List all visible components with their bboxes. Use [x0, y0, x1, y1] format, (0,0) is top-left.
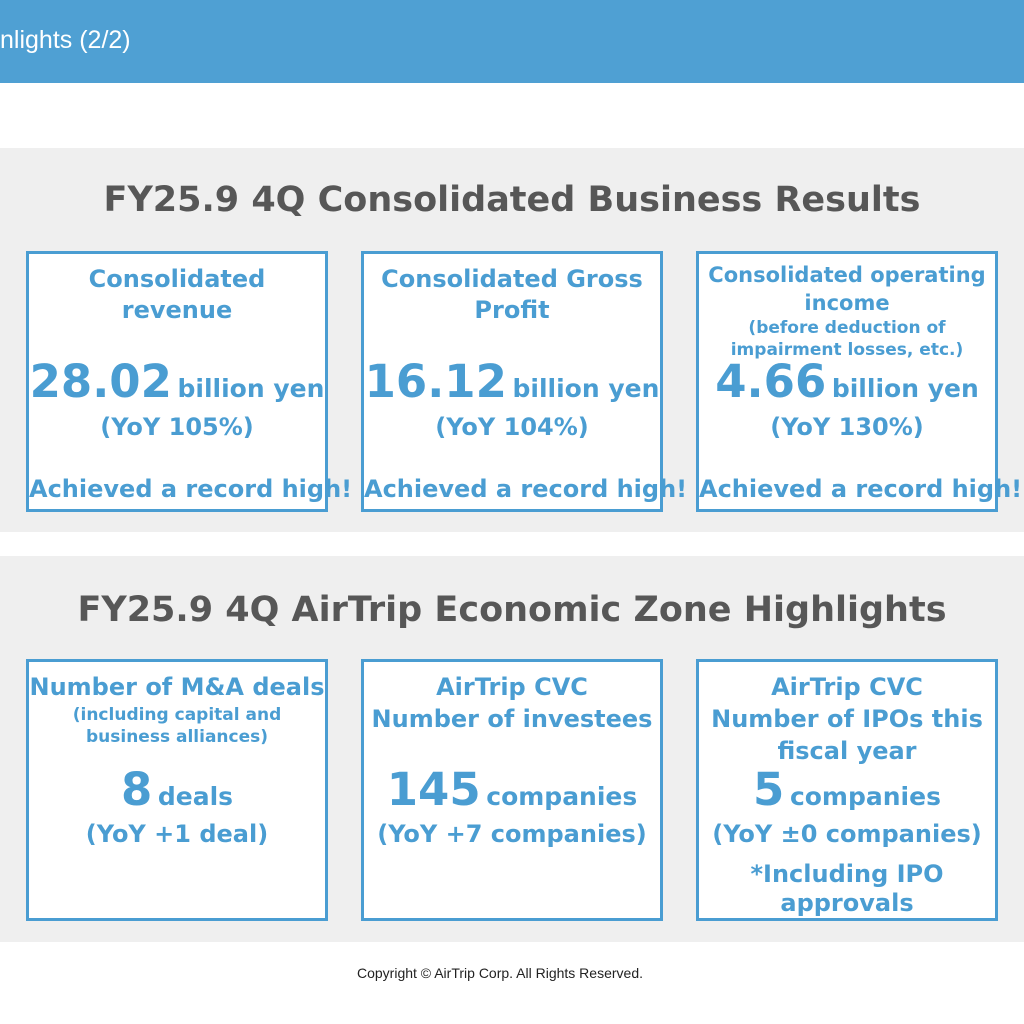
card-value-line: 28.02 billion yen	[29, 358, 325, 406]
card-note: Achieved a record high!	[699, 475, 1023, 503]
card-unit: billion yen	[177, 374, 325, 403]
ipos-card: AirTrip CVC Number of IPOs this fiscal y…	[696, 659, 998, 921]
card-label: Number of investees	[371, 705, 653, 733]
card-label: AirTrip CVC	[436, 673, 588, 701]
card-value-line: 16.12 billion yen	[364, 358, 660, 406]
investees-card: AirTrip CVC Number of investees 145 comp…	[361, 659, 663, 921]
card-sub: (including capital and	[72, 705, 282, 725]
card-unit: billion yen	[831, 374, 979, 403]
card-value-line: 5 companies	[699, 766, 995, 814]
card-sub: (before deduction of	[748, 318, 946, 338]
card-note: approvals	[780, 889, 914, 917]
card-value: 28.02	[29, 355, 172, 408]
card-yoy: (YoY +1 deal)	[85, 820, 269, 848]
card-value-line: 145 companies	[364, 766, 660, 814]
gross-profit-card: Consolidated Gross Profit 16.12 billion …	[361, 251, 688, 512]
card-yoy: (YoY ±0 companies)	[712, 820, 982, 848]
operating-income-card: Consolidated operating income (before de…	[696, 251, 1023, 512]
card-value: 16.12	[364, 355, 507, 408]
highlights-title: FY25.9 4Q AirTrip Economic Zone Highligh…	[77, 590, 947, 630]
card-yoy: (YoY +7 companies)	[377, 820, 647, 848]
card-label: AirTrip CVC	[771, 673, 923, 701]
results-panel: FY25.9 4Q Consolidated Business Results …	[0, 148, 1024, 532]
card-yoy: (YoY 130%)	[770, 413, 924, 441]
card-note: *Including IPO	[750, 860, 944, 888]
card-value: 145	[386, 763, 481, 816]
results-title: FY25.9 4Q Consolidated Business Results	[103, 180, 921, 220]
card-value-line: 8 deals	[29, 766, 325, 814]
card-label: Consolidated Gross	[381, 265, 643, 293]
card-note: Achieved a record high!	[364, 475, 688, 503]
card-sub: business alliances)	[85, 727, 269, 747]
card-label: Consolidated operating	[708, 263, 986, 287]
card-unit: companies	[789, 782, 941, 811]
card-yoy: (YoY 105%)	[100, 413, 254, 441]
copyright: Copyright © AirTrip Corp. All Rights Res…	[356, 965, 643, 981]
card-label: revenue	[121, 296, 233, 324]
card-yoy: (YoY 104%)	[435, 413, 589, 441]
card-label: Consolidated	[88, 265, 266, 293]
card-unit: companies	[486, 782, 638, 811]
header-bar: nlights (2/2)	[0, 0, 1024, 83]
card-note: Achieved a record high!	[29, 475, 353, 503]
card-value-line: 4.66 billion yen	[699, 358, 995, 406]
card-label: Number of M&A deals	[29, 673, 325, 701]
card-value: 4.66	[715, 355, 827, 408]
card-label: income	[804, 291, 890, 315]
revenue-card: Consolidated revenue 28.02 billion yen (…	[26, 251, 353, 512]
card-unit: billion yen	[512, 374, 660, 403]
card-value: 5	[753, 763, 785, 816]
card-unit: deals	[157, 782, 234, 811]
page-title: nlights (2/2)	[0, 26, 131, 54]
ma-deals-card: Number of M&A deals (including capital a…	[26, 659, 328, 921]
card-sub: impairment losses, etc.)	[730, 340, 964, 360]
highlights-panel: FY25.9 4Q AirTrip Economic Zone Highligh…	[0, 556, 1024, 942]
card-value: 8	[120, 763, 153, 816]
card-label: Profit	[474, 296, 550, 324]
card-label: Number of IPOs this	[711, 705, 983, 733]
card-label: fiscal year	[777, 737, 917, 765]
